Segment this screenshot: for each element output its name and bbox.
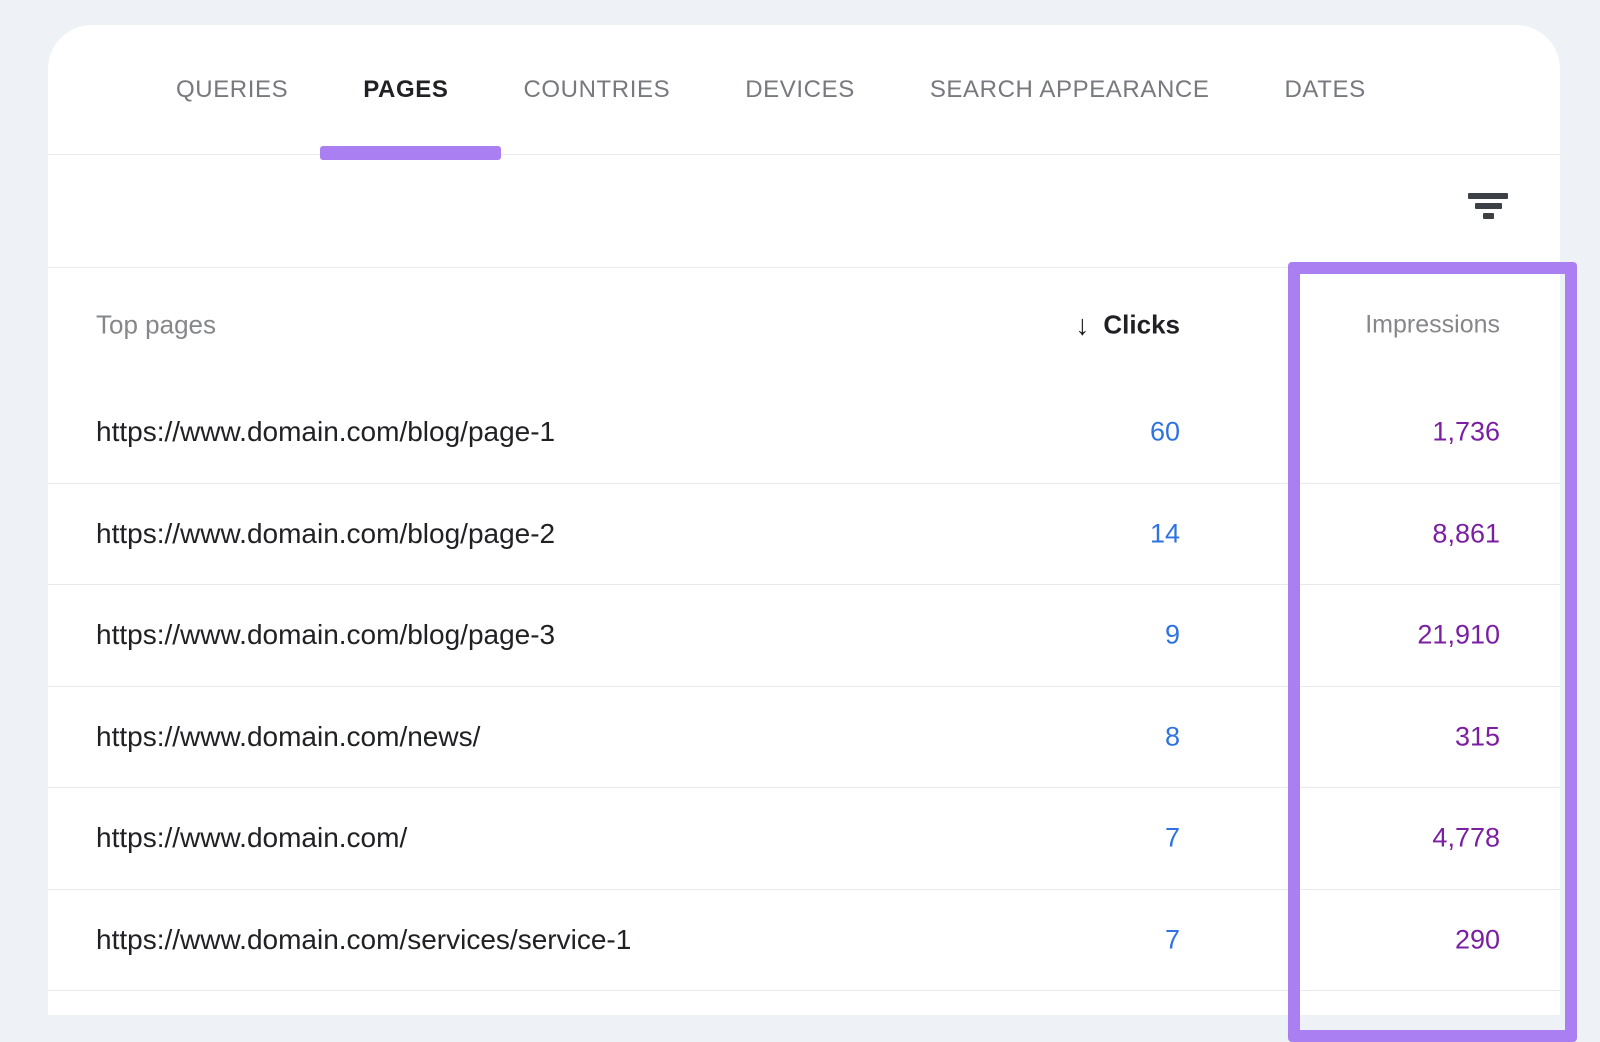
page-url-link[interactable]: https://www.domain.com/blog/page-2: [96, 517, 556, 549]
sort-descending-arrow-icon: ↓: [1075, 309, 1090, 340]
tab-devices[interactable]: DEVICES: [745, 75, 855, 103]
impressions-value: 21,910: [1417, 619, 1500, 650]
clicks-value: 7: [1164, 822, 1180, 853]
clicks-value: 8: [1164, 721, 1180, 752]
impressions-value: 8,861: [1432, 518, 1500, 549]
impressions-value: 290: [1454, 924, 1500, 955]
filter-icon-bar: [1468, 193, 1508, 199]
table-row[interactable]: https://www.domain.com/ 7 4,778: [48, 788, 1560, 890]
dimension-tab-bar: QUERIES PAGES COUNTRIES DEVICES SEARCH A…: [48, 25, 1560, 155]
table-row[interactable]: https://www.domain.com/blog/page-2 14 8,…: [48, 484, 1560, 585]
table-row[interactable]: https://www.domain.com/blog/page-1 60 1,…: [48, 382, 1560, 484]
table-row[interactable]: https://www.domain.com/services/service-…: [48, 890, 1560, 991]
page-url-link[interactable]: https://www.domain.com/: [96, 822, 408, 854]
clicks-value: 7: [1164, 924, 1180, 955]
tab-dates[interactable]: DATES: [1284, 75, 1366, 103]
table-row[interactable]: https://www.domain.com/blog/page-3 9 21,…: [48, 585, 1560, 687]
clicks-value: 60: [1149, 416, 1180, 447]
impressions-value: 1,736: [1432, 416, 1500, 447]
filter-icon[interactable]: [1468, 193, 1508, 221]
impressions-value: 315: [1454, 721, 1500, 752]
pages-tab-underline-annotation: [320, 146, 501, 160]
page-url-link[interactable]: https://www.domain.com/services/service-…: [96, 923, 632, 955]
clicks-value: 14: [1149, 518, 1180, 549]
page-url-link[interactable]: https://www.domain.com/blog/page-1: [96, 416, 556, 448]
page-url-link[interactable]: https://www.domain.com/news/: [96, 720, 481, 752]
clicks-column-header-label: Clicks: [1103, 309, 1180, 340]
page: { "tabs": [ { "label": "QUERIES", "activ…: [48, 25, 1577, 1042]
clicks-column-header[interactable]: ↓ Clicks: [1075, 310, 1180, 341]
page-url-link[interactable]: https://www.domain.com/blog/page-3: [96, 619, 556, 651]
tab-pages[interactable]: PAGES: [363, 75, 449, 103]
clicks-value: 9: [1164, 619, 1180, 650]
tab-search-appearance[interactable]: SEARCH APPEARANCE: [929, 75, 1210, 103]
top-pages-column-header: Top pages: [96, 309, 216, 340]
table-body: https://www.domain.com/blog/page-1 60 1,…: [48, 382, 1560, 991]
table-row[interactable]: https://www.domain.com/news/ 8 315: [48, 687, 1560, 788]
filter-icon-bar: [1474, 203, 1502, 209]
performance-report-card: QUERIES PAGES COUNTRIES DEVICES SEARCH A…: [48, 25, 1560, 1015]
impressions-column-header[interactable]: Impressions: [1365, 310, 1500, 339]
tab-countries[interactable]: COUNTRIES: [523, 75, 671, 103]
tab-queries[interactable]: QUERIES: [176, 75, 289, 103]
filter-toolbar: [48, 155, 1560, 268]
table-header-row: Top pages ↓ Clicks Impressions: [48, 268, 1560, 382]
filter-icon-bar: [1482, 213, 1494, 219]
impressions-value: 4,778: [1432, 822, 1500, 853]
